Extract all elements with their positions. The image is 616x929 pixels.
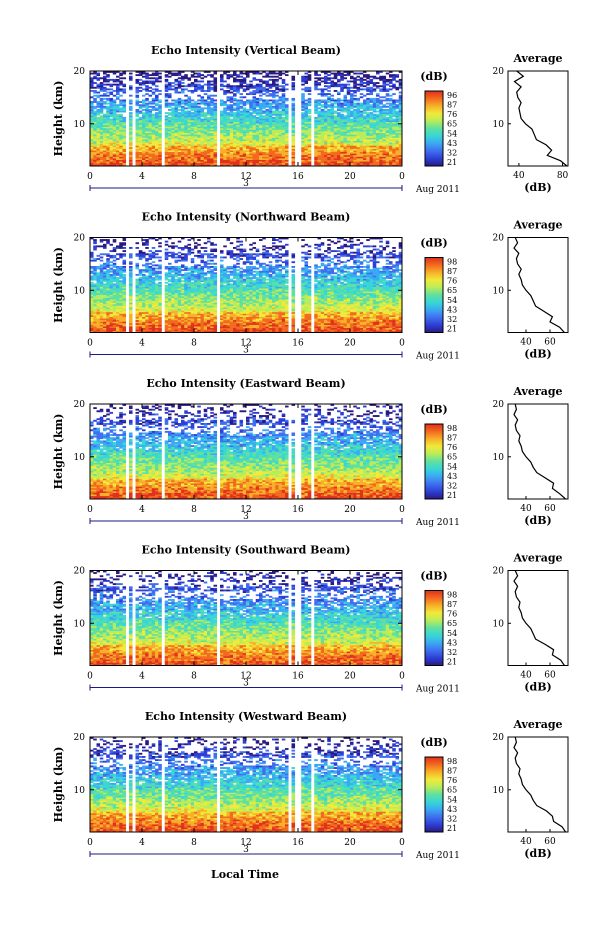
panel-1: Echo Intensity (Vertical Beam)Height (km… [52,44,569,195]
echo-intensity-figure: Echo Intensity (Vertical Beam)Height (km… [0,0,616,929]
panel-title: Echo Intensity (Vertical Beam) [151,44,341,57]
heatmap-cells [90,71,402,166]
